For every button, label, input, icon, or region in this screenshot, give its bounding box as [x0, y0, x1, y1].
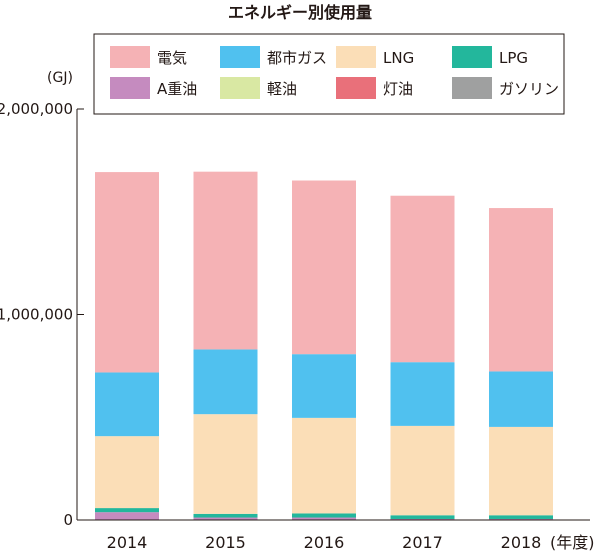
x-unit-label: (年度)	[550, 533, 595, 552]
x-tick-label: 2018	[501, 533, 542, 552]
legend-swatch	[336, 46, 376, 68]
chart-title: エネルギー別使用量	[228, 3, 372, 22]
legend-box	[93, 33, 565, 115]
y-unit-label: (GJ)	[47, 70, 73, 86]
bar-segment	[193, 517, 258, 520]
legend-label: ガソリン	[499, 80, 559, 98]
bar-segment	[489, 518, 553, 520]
bar-segment	[193, 513, 258, 518]
legend-swatch	[452, 46, 492, 68]
bar-segment	[390, 518, 455, 520]
bar-segment	[95, 436, 159, 509]
legend-swatch	[220, 46, 260, 68]
bar-segment	[292, 513, 356, 518]
legend-swatch	[110, 46, 150, 68]
bar-segment	[489, 515, 553, 519]
legend-label: 電気	[157, 49, 187, 67]
bar-segment	[292, 180, 356, 355]
bars	[95, 171, 553, 520]
y-tick-label: 0	[63, 511, 73, 529]
bar-segment	[390, 362, 455, 426]
legend-label: A重油	[157, 80, 197, 98]
bar-segment	[489, 371, 553, 427]
bar-segment	[292, 417, 356, 514]
bar-segment	[489, 426, 553, 516]
y-axis: 0 1,000,000 2,000,000	[0, 100, 84, 529]
bar-segment	[95, 508, 159, 513]
bar-segment	[390, 195, 455, 363]
legend-swatch	[110, 77, 150, 99]
bar-segment	[193, 171, 258, 350]
bar-segment	[390, 515, 455, 519]
x-tick-label: 2017	[402, 533, 443, 552]
bar-segment	[292, 354, 356, 418]
bar-segment	[95, 512, 159, 520]
x-tick-label: 2014	[107, 533, 148, 552]
bar-segment	[95, 172, 159, 373]
legend-label: LPG	[499, 49, 528, 67]
legend: 電気 都市ガス LNG LPG A重油 軽油 灯油 ガソリン	[110, 46, 559, 99]
bar-segment	[95, 372, 159, 437]
y-tick-label: 1,000,000	[0, 306, 73, 324]
bar-segment	[292, 517, 356, 520]
x-tick-label: 2015	[205, 533, 246, 552]
bar-segment	[193, 349, 258, 415]
legend-label: LNG	[383, 49, 414, 67]
x-axis: 2014 2015 2016 2017 2018	[77, 519, 590, 552]
legend-label: 軽油	[267, 80, 297, 98]
bar-segment	[390, 425, 455, 516]
bar-segment	[193, 414, 258, 514]
legend-swatch	[336, 77, 376, 99]
x-tick-label: 2016	[304, 533, 345, 552]
bar-segment	[489, 208, 553, 372]
legend-swatch	[452, 77, 492, 99]
y-tick-label: 2,000,000	[0, 100, 73, 118]
legend-label: 都市ガス	[267, 49, 327, 67]
legend-swatch	[220, 77, 260, 99]
legend-label: 灯油	[383, 80, 413, 98]
